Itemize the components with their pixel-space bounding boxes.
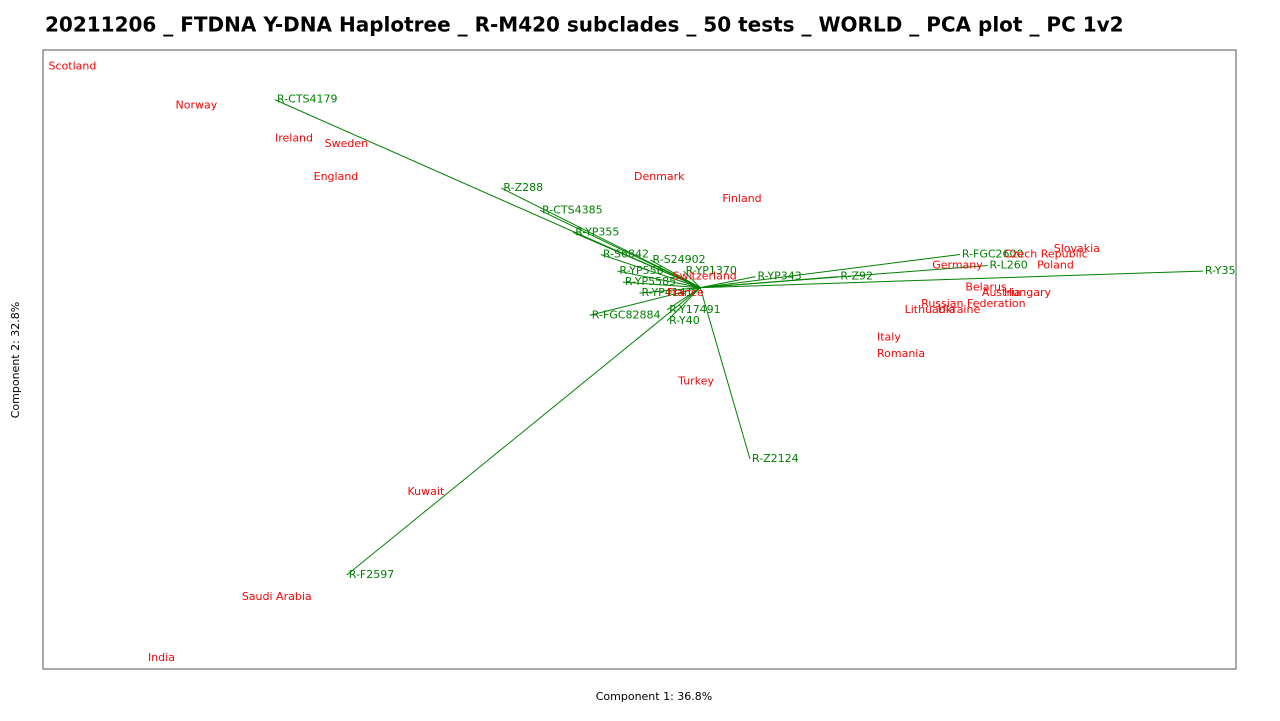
loading-arrow xyxy=(600,254,701,289)
loading-label: R-YP343 xyxy=(757,270,801,283)
loading-arrow xyxy=(589,287,701,316)
loading-label: R-YP4141 xyxy=(642,286,693,299)
score-label: Austria xyxy=(982,286,1021,299)
loading-arrow xyxy=(622,281,701,289)
score-label: France xyxy=(667,286,704,299)
loading-label: R-Z92 xyxy=(840,270,873,283)
score-label: Ireland xyxy=(275,131,313,144)
score-label: Denmark xyxy=(634,170,685,183)
loading-label: R-FGC82884 xyxy=(592,308,661,321)
loading-arrow xyxy=(699,287,751,460)
loading-label: R-YP5585 xyxy=(625,275,676,288)
loading-label: R-Z2124 xyxy=(752,452,799,465)
chart-title: 20211206 _ FTDNA Y-DNA Haplotree _ R-M42… xyxy=(45,13,1124,37)
score-label: Saudi Arabia xyxy=(242,590,312,603)
plot-frame xyxy=(42,49,1237,670)
loading-label: R-L260 xyxy=(989,259,1027,272)
score-label: Germany xyxy=(932,259,983,272)
loading-arrow xyxy=(700,270,1203,289)
loading-label: R-YP355 xyxy=(575,225,619,238)
score-label: Russian Federation xyxy=(921,297,1025,310)
score-label: Ukraine xyxy=(938,303,981,316)
score-label: Italy xyxy=(877,330,901,343)
loading-label: R-CTS4179 xyxy=(277,93,338,106)
score-label: Turkey xyxy=(677,375,714,388)
loading-arrow xyxy=(573,231,701,289)
loading-arrow xyxy=(539,209,701,289)
loading-arrow xyxy=(666,287,701,311)
loading-label: R-Y17491 xyxy=(669,303,721,316)
score-label: Switzerland xyxy=(673,270,737,283)
loading-label: R-Z288 xyxy=(503,181,543,194)
loading-label: R-CTS4385 xyxy=(542,203,603,216)
loading-label: R-Y40 xyxy=(669,314,700,327)
score-label: Scotland xyxy=(49,60,97,73)
y-axis-label: Component 2: 32.8% xyxy=(9,302,22,419)
score-label: Finland xyxy=(722,192,761,205)
loading-arrow xyxy=(501,187,701,289)
loading-arrow xyxy=(666,287,701,322)
score-label: Kuwait xyxy=(408,485,445,498)
score-label: Hungary xyxy=(1004,286,1051,299)
score-label: Norway xyxy=(176,98,218,111)
score-label: Lithuania xyxy=(905,303,956,316)
loading-arrow xyxy=(700,276,756,289)
score-label: Romania xyxy=(877,347,925,360)
loading-label: R-Y35 xyxy=(1205,264,1236,277)
score-label: Sweden xyxy=(325,137,368,150)
loading-arrow xyxy=(683,270,701,289)
score-label: India xyxy=(148,651,175,664)
score-label: Belarus xyxy=(965,281,1007,294)
loading-arrow xyxy=(639,287,701,294)
loading-arrow xyxy=(650,259,701,289)
loading-label: R-S24902 xyxy=(653,253,706,266)
score-label: Czech Republic xyxy=(1004,247,1088,260)
loading-label: R-S6842 xyxy=(603,247,649,260)
loading-label: R-YP1370 xyxy=(686,264,737,277)
loading-label: R-FGC2600 xyxy=(962,247,1024,260)
loading-arrow xyxy=(346,287,701,576)
loading-label: R-F2597 xyxy=(349,568,395,581)
loading-arrow xyxy=(700,253,960,289)
loading-arrow xyxy=(700,265,988,289)
loading-arrow xyxy=(617,270,701,289)
loading-label: R-YP556 xyxy=(619,264,663,277)
score-label: Poland xyxy=(1037,259,1074,272)
x-axis-label: Component 1: 36.8% xyxy=(596,690,713,703)
score-label: Slovakia xyxy=(1054,242,1100,255)
score-label: England xyxy=(314,170,359,183)
